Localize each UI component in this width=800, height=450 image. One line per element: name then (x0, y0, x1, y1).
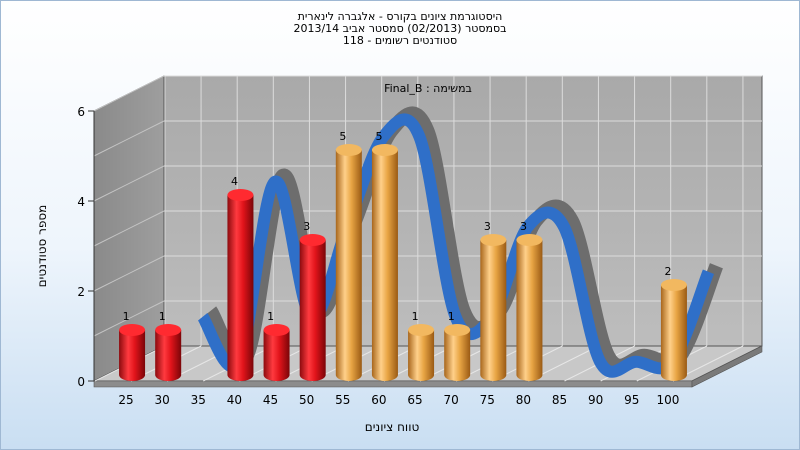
x-tick-label: 40 (227, 393, 242, 407)
x-tick-label: 80 (516, 393, 531, 407)
x-tick-label: 65 (407, 393, 422, 407)
bar-top (227, 189, 254, 201)
x-tick-label: 45 (263, 393, 278, 407)
chart-title-line-1: היסטוגרמת ציונים בקורס - אלגברה לינארית (297, 10, 503, 23)
bar-value-label: 3 (484, 220, 491, 233)
histogram-bar: 3 (299, 220, 326, 381)
bar-top (444, 324, 471, 336)
histogram-bar: 3 (516, 220, 543, 381)
x-tick-label: 35 (191, 393, 206, 407)
bar-body (299, 240, 326, 381)
x-tick-label: 30 (155, 393, 170, 407)
y-tick-label: 0 (77, 375, 85, 389)
bar-top (516, 234, 543, 246)
bar-body (119, 330, 146, 381)
histogram-bar: 1 (444, 310, 471, 381)
histogram-bar: 1 (155, 310, 182, 381)
x-tick-label: 25 (118, 393, 133, 407)
histogram-bar: 1 (263, 310, 290, 381)
histogram-bar: 5 (335, 130, 362, 381)
grid-line-side (93, 165, 165, 202)
bar-top (335, 144, 362, 156)
histogram-bar: 2 (660, 265, 687, 381)
y-tick-label: 2 (77, 285, 85, 299)
x-tick-label: 60 (371, 393, 386, 407)
bar-value-label: 1 (159, 310, 166, 323)
x-tick-label: 55 (335, 393, 350, 407)
x-tick-label: 85 (552, 393, 567, 407)
bar-value-label: 1 (412, 310, 419, 323)
x-tick-label: 70 (444, 393, 459, 407)
bar-body (371, 150, 398, 381)
bar-value-label: 3 (303, 220, 310, 233)
bar-top (371, 144, 398, 156)
grid-line-side (93, 120, 165, 157)
x-tick-label: 90 (588, 393, 603, 407)
bar-top (299, 234, 326, 246)
grid-line-side (93, 75, 165, 112)
chart-title-block: היסטוגרמת ציונים בקורס - אלגברה לינארית … (0, 11, 800, 47)
bar-top (408, 324, 435, 336)
histogram-bar: 4 (227, 175, 254, 381)
bar-body (480, 240, 507, 381)
bar-body (263, 330, 290, 381)
x-tick-label: 50 (299, 393, 314, 407)
grid-line-side (93, 255, 165, 292)
chart-title-line-2: בסמסטר (02/2013) סמסטר אביב 2013/14 (293, 22, 507, 35)
x-tick-label: 95 (624, 393, 639, 407)
bar-top (480, 234, 507, 246)
bar-value-label: 5 (339, 130, 346, 143)
bar-value-label: 1 (448, 310, 455, 323)
bar-value-label: 5 (375, 130, 382, 143)
bar-value-label: 3 (520, 220, 527, 233)
y-axis-label: מספר סטודנטים (35, 205, 49, 288)
y-tick-label: 4 (77, 195, 85, 209)
chart-subtitle: במשימה : Final_B (384, 82, 472, 95)
bar-body (516, 240, 543, 381)
floor-edge-side (691, 345, 763, 388)
bar-value-label: 1 (123, 310, 130, 323)
histogram-bar: 1 (408, 310, 435, 381)
histogram-bar: 5 (371, 130, 398, 381)
bar-top (155, 324, 182, 336)
bar-value-label: 2 (664, 265, 671, 278)
bar-value-label: 1 (267, 310, 274, 323)
histogram-bar: 1 (119, 310, 146, 381)
bar-top (263, 324, 290, 336)
bar-body (155, 330, 182, 381)
bar-top (119, 324, 146, 336)
bar-body (660, 285, 687, 381)
trend-ribbon (197, 113, 715, 378)
bar-body (408, 330, 435, 381)
bar-top (660, 279, 687, 291)
y-tick-label: 6 (77, 105, 85, 119)
grid-line-side (93, 210, 165, 247)
bar-body (444, 330, 471, 381)
chart-title-line-3: סטודנטים רשומים - 118 (342, 34, 458, 47)
grid-line-side (93, 300, 165, 337)
bar-body (227, 195, 254, 381)
histogram-bar: 3 (480, 220, 507, 381)
bar-body (335, 150, 362, 381)
bar-value-label: 4 (231, 175, 238, 188)
x-axis-label: טווח ציונים (365, 420, 420, 434)
x-tick-label: 100 (656, 393, 679, 407)
floor-edge (93, 380, 693, 388)
x-tick-label: 75 (480, 393, 495, 407)
